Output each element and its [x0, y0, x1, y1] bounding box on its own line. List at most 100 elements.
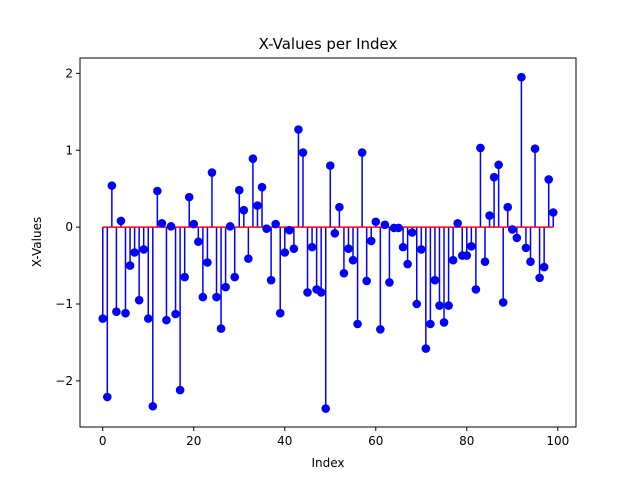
data-point	[275, 308, 285, 318]
data-point	[407, 228, 417, 237]
data-point	[180, 272, 189, 282]
data-point	[184, 192, 194, 202]
data-point	[294, 125, 303, 134]
data-point	[103, 392, 112, 402]
data-point	[194, 237, 203, 247]
data-point	[216, 324, 226, 333]
data-point	[285, 225, 294, 235]
data-point	[416, 245, 426, 254]
y-tick-label: 2	[65, 66, 73, 80]
y-tick-label: 0	[65, 220, 73, 234]
data-point	[394, 223, 403, 233]
data-point	[98, 314, 108, 323]
y-axis-label: X-Values	[30, 217, 44, 267]
data-point	[175, 385, 185, 395]
data-point	[271, 219, 280, 229]
data-point	[521, 243, 531, 253]
data-point	[344, 244, 353, 253]
data-point	[289, 244, 299, 253]
data-point	[139, 245, 149, 254]
data-point	[130, 248, 139, 257]
data-point	[207, 168, 217, 177]
data-point	[512, 233, 522, 243]
data-point	[448, 255, 458, 265]
data-point	[221, 282, 230, 292]
data-point	[439, 318, 449, 327]
plot-marks	[98, 72, 558, 413]
data-point	[535, 273, 544, 283]
data-point	[489, 172, 499, 182]
data-point	[348, 255, 358, 265]
data-point	[316, 288, 326, 297]
x-tick-label: 80	[459, 434, 474, 448]
x-axis-label: Index	[311, 456, 344, 470]
data-point	[189, 219, 199, 229]
data-point	[430, 275, 440, 285]
data-point	[462, 251, 472, 260]
data-point	[244, 254, 253, 263]
data-point	[485, 211, 494, 220]
data-point	[162, 315, 171, 325]
chart-title: X-Values per Index	[259, 35, 398, 53]
data-point	[526, 257, 535, 267]
data-point	[134, 295, 144, 305]
data-point	[153, 186, 162, 196]
data-point	[507, 225, 517, 234]
data-point	[453, 218, 462, 228]
data-point	[494, 160, 503, 170]
data-point	[403, 259, 412, 269]
data-point	[321, 404, 331, 413]
data-point	[435, 301, 444, 310]
y-tick-label: 1	[65, 143, 73, 157]
x-tick-label: 20	[186, 434, 201, 448]
x-axis: 0 20 40 60 80 100	[99, 427, 569, 448]
data-point	[112, 307, 121, 316]
data-point	[544, 175, 553, 184]
data-point	[298, 148, 308, 157]
data-point	[107, 181, 117, 190]
y-axis: −2 −1 0 1 2	[55, 66, 80, 388]
data-point	[257, 182, 267, 192]
data-point	[248, 154, 258, 164]
data-point	[503, 202, 513, 212]
data-point	[471, 285, 481, 294]
data-point	[530, 144, 540, 154]
data-point	[121, 308, 130, 318]
data-point	[230, 272, 240, 282]
data-point	[157, 218, 167, 228]
data-point	[539, 262, 549, 272]
data-point	[330, 228, 340, 238]
data-point	[225, 222, 235, 231]
data-point	[143, 314, 153, 323]
x-tick-label: 0	[99, 434, 107, 448]
data-point	[212, 292, 221, 302]
data-point	[339, 268, 349, 278]
data-point	[412, 299, 422, 309]
data-point	[198, 292, 208, 302]
data-point	[125, 261, 135, 270]
data-point	[148, 401, 158, 411]
x-tick-label: 60	[368, 434, 383, 448]
data-point	[366, 236, 376, 246]
data-point	[421, 344, 431, 353]
data-point	[517, 72, 526, 82]
data-point	[380, 220, 390, 230]
data-point	[498, 298, 508, 307]
data-point	[166, 222, 176, 231]
data-point	[476, 143, 485, 153]
data-point	[362, 276, 371, 286]
data-point	[307, 242, 317, 252]
data-point	[357, 148, 367, 157]
data-point	[262, 224, 271, 233]
data-point	[371, 217, 381, 227]
data-point	[234, 185, 244, 195]
y-tick-label: −1	[55, 297, 73, 311]
data-point	[467, 242, 476, 251]
data-point	[426, 319, 435, 329]
data-point	[203, 258, 212, 267]
x-tick-label: 100	[546, 434, 569, 448]
data-point	[280, 248, 290, 257]
data-point	[444, 301, 453, 310]
data-point	[335, 202, 344, 212]
